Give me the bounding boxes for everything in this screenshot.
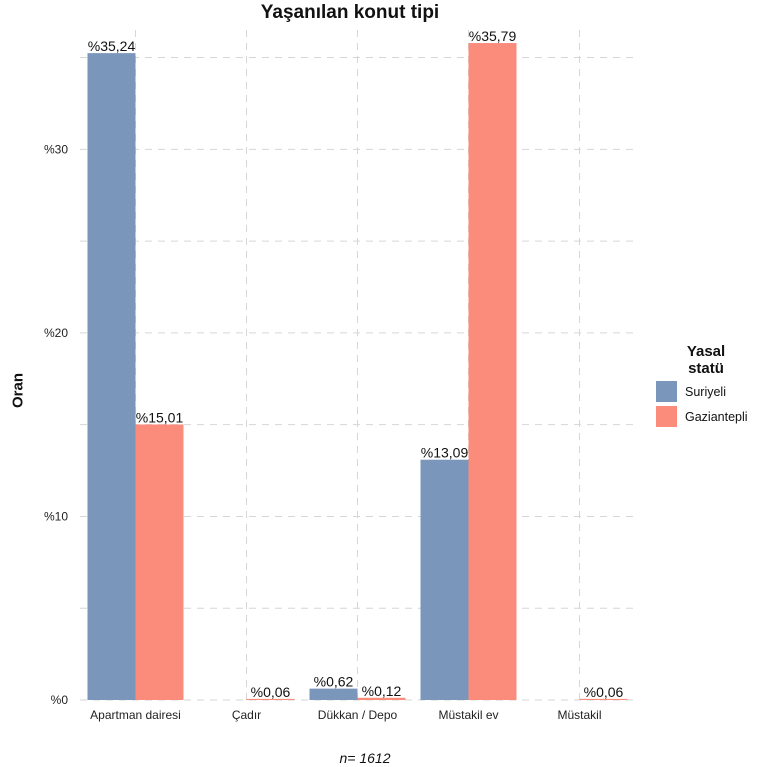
bar-gaziantepli-0 <box>135 424 184 700</box>
y-tick-label: %30 <box>44 142 68 156</box>
data-label: %0,62 <box>314 674 354 690</box>
data-label: %35,79 <box>469 28 517 44</box>
legend-item-suriyeli: Suriyeli <box>656 381 767 402</box>
data-label: %35,24 <box>88 38 136 54</box>
bar-gaziantepli-4 <box>579 698 628 700</box>
x-tick-label: Müstakil <box>557 708 601 722</box>
bar-gaziantepli-1 <box>246 698 295 700</box>
legend-label-gaziantepli: Gaziantepli <box>685 409 748 424</box>
bar-suriyeli-0 <box>87 53 136 700</box>
x-tick-label: Dükkan / Depo <box>318 708 398 722</box>
legend-item-gaziantepli: Gaziantepli <box>656 406 767 427</box>
y-tick-label: %10 <box>44 509 68 523</box>
bar-gaziantepli-3 <box>468 43 517 700</box>
legend-label-suriyeli: Suriyeli <box>685 384 726 399</box>
y-tick-label: %20 <box>44 326 68 340</box>
data-label: %0,12 <box>362 683 402 699</box>
x-tick-label: Çadır <box>232 708 261 722</box>
legend-swatch-suriyeli <box>656 381 677 402</box>
data-label: %0,06 <box>251 684 291 700</box>
data-label: %15,01 <box>136 409 184 425</box>
bar-suriyeli-3 <box>420 459 469 700</box>
y-tick-label: %0 <box>51 693 69 707</box>
data-label: %13,09 <box>421 445 469 461</box>
bar-suriyeli-2 <box>309 688 358 700</box>
x-tick-label: Apartman dairesi <box>90 708 181 722</box>
x-tick-label: Müstakil ev <box>438 708 498 722</box>
sample-size-caption: n= 1612 <box>339 750 391 766</box>
legend: Yasal statü Suriyeli Gaziantepli <box>656 343 767 427</box>
data-label: %0,06 <box>584 684 624 700</box>
legend-title: Yasal statü <box>686 343 726 377</box>
bar-gaziantepli-2 <box>357 697 406 700</box>
legend-swatch-gaziantepli <box>656 406 677 427</box>
chart-title: Yaşanılan konut tipi <box>260 2 440 23</box>
